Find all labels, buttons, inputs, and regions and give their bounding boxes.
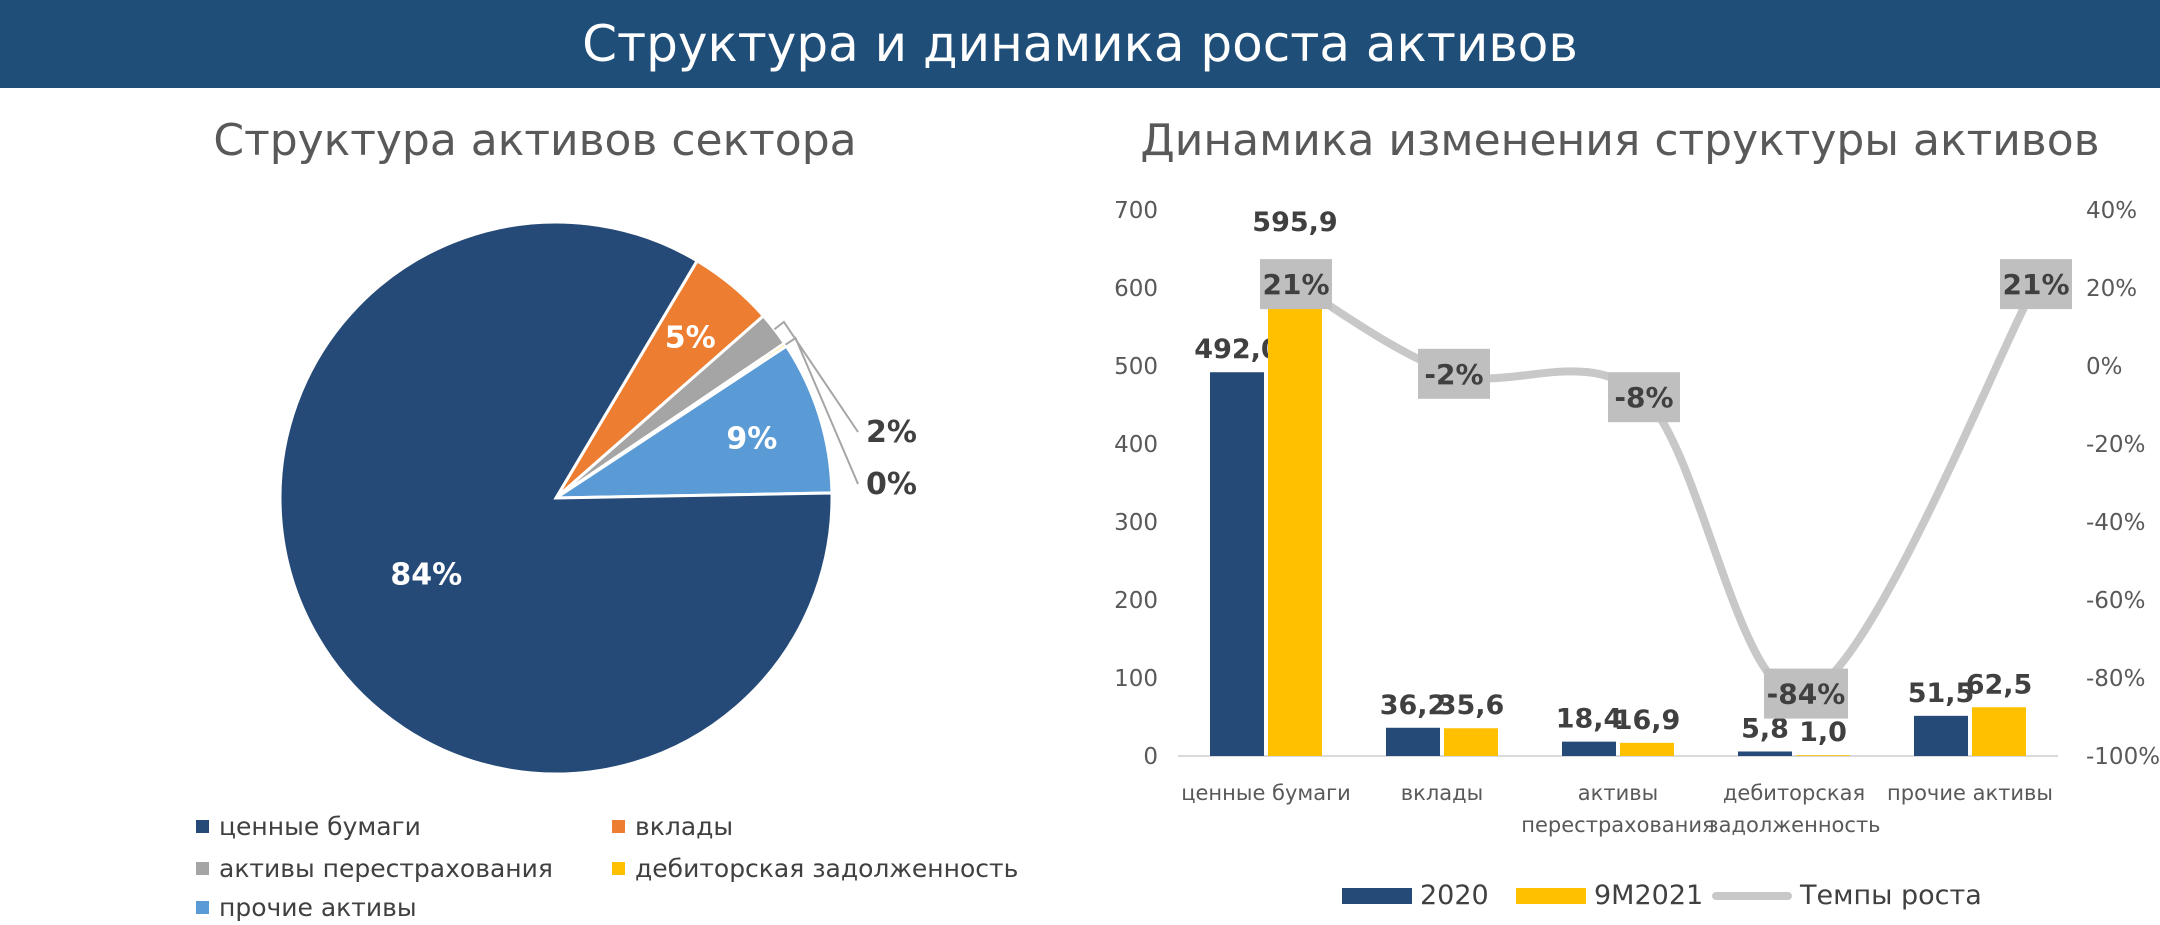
growth-data-label: -84% — [1767, 678, 1846, 711]
legend-label: активы перестрахования — [219, 854, 553, 883]
bar-data-label: 35,6 — [1438, 690, 1505, 721]
growth-label-box — [1418, 348, 1490, 399]
y-tick-label: 0 — [1143, 744, 1158, 770]
y2-tick-label: 20% — [2086, 276, 2137, 302]
growth-data-label: -8% — [1614, 381, 1673, 414]
bar — [1268, 291, 1322, 756]
legend-swatch — [196, 901, 209, 914]
bar — [1386, 727, 1440, 756]
bar-data-label: 5,8 — [1741, 713, 1789, 744]
page-title-banner: Структура и динамика роста активов — [0, 0, 2160, 88]
growth-rate-line — [1292, 280, 2040, 699]
y2-tick-label: -40% — [2086, 510, 2145, 536]
legend-label: вклады — [635, 812, 734, 841]
x-tick-label: прочие активы — [1887, 781, 2053, 805]
bar — [1620, 742, 1674, 756]
y-tick-label: 600 — [1114, 276, 1158, 302]
x-tick-label: перестрахования — [1521, 813, 1714, 837]
bar-chart: 0 100 200 300 400 500 600 700 -100% -80% -60% -40% -… — [1114, 198, 2160, 837]
growth-data-label: 21% — [1262, 268, 1329, 301]
bar-data-label: 62,5 — [1966, 669, 2033, 700]
y-tick-label: 400 — [1114, 432, 1158, 458]
bar-data-label: 16,9 — [1614, 705, 1681, 736]
legend-swatch — [196, 862, 209, 875]
legend-item-deposits: вклады — [612, 812, 733, 841]
x-tick-label: вклады — [1401, 781, 1483, 805]
y-tick-label: 100 — [1114, 666, 1158, 692]
bar-data-label: 36,2 — [1380, 690, 1447, 721]
bar — [1738, 751, 1792, 756]
growth-data-label: -2% — [1424, 358, 1483, 391]
growth-data-label: 21% — [2002, 268, 2069, 301]
legend-item-2020: 2020 — [1342, 880, 1489, 911]
y-tick-label: 700 — [1114, 198, 1158, 224]
x-tick-label: дебиторская — [1723, 781, 1865, 805]
y2-tick-label: -100% — [2086, 744, 2160, 770]
legend-item-reinsurance: активы перестрахования — [196, 854, 553, 883]
legend-item-other: прочие активы — [196, 893, 417, 922]
x-tick-label: ценные бумаги — [1181, 781, 1351, 805]
legend-item-receivables: дебиторская задолженность — [612, 854, 1018, 883]
growth-label-box — [1764, 668, 1848, 719]
bar-data-label: 492,0 — [1194, 334, 1279, 365]
legend-swatch — [1516, 887, 1586, 904]
y2-tick-label: 0% — [2086, 354, 2123, 380]
x-tick-label: активы — [1578, 781, 1658, 805]
legend-label: ценные бумаги — [219, 812, 421, 841]
legend-line-swatch — [1712, 891, 1792, 900]
bar-data-label: 51,5 — [1908, 678, 1975, 709]
legend-swatch — [196, 820, 209, 833]
pie-leader-line — [784, 336, 859, 485]
y-tick-label: 300 — [1114, 510, 1158, 536]
legend-label: Темпы роста — [1800, 880, 1982, 911]
growth-label-box — [2000, 259, 2072, 310]
pie-data-label: 9% — [726, 421, 777, 456]
bar — [1914, 715, 1968, 756]
bar-data-label: 595,9 — [1252, 207, 1337, 238]
legend-item-securities: ценные бумаги — [196, 812, 421, 841]
pie-data-label: 84% — [390, 557, 462, 592]
legend-swatch — [1342, 887, 1412, 904]
y-tick-label: 200 — [1114, 588, 1158, 614]
pie-leader-line — [773, 320, 859, 433]
pie-chart-title: Структура активов сектора — [213, 115, 857, 166]
legend-label: 2020 — [1420, 880, 1489, 911]
bar — [1562, 741, 1616, 756]
pie-slice — [278, 220, 834, 776]
bar — [1210, 372, 1264, 756]
page-title: Структура и динамика роста активов — [582, 15, 1578, 73]
pie-data-label: 0% — [866, 467, 917, 502]
bar — [1796, 755, 1850, 756]
pie-data-label: 2% — [866, 415, 917, 450]
legend-label: дебиторская задолженность — [635, 854, 1019, 883]
pie-data-label: 5% — [665, 321, 716, 356]
bar-data-label: 1,0 — [1799, 717, 1847, 748]
bar — [1444, 728, 1498, 756]
y-tick-label: 500 — [1114, 354, 1158, 380]
legend-item-9m2021: 9M2021 — [1516, 880, 1703, 911]
bar — [1972, 707, 2026, 756]
legend-item-growth: Темпы роста — [1712, 880, 1982, 911]
y2-tick-label: -80% — [2086, 666, 2145, 692]
legend-swatch — [612, 862, 625, 875]
legend-swatch — [612, 820, 625, 833]
y2-tick-label: -60% — [2086, 588, 2145, 614]
y2-tick-label: -20% — [2086, 432, 2145, 458]
y2-tick-label: 40% — [2086, 198, 2137, 224]
legend-label: 9M2021 — [1594, 880, 1704, 911]
x-tick-label: задолженность — [1707, 813, 1880, 837]
bar-data-label: 18,4 — [1556, 704, 1623, 735]
pie-chart: 84% 5% 9% 2% 0% — [278, 220, 917, 776]
growth-label-box — [1608, 372, 1680, 423]
bar-chart-title: Динамика изменения структуры активов — [1140, 115, 2100, 166]
growth-label-box — [1260, 259, 1332, 310]
legend-label: прочие активы — [219, 893, 417, 922]
pie-slice — [550, 344, 834, 500]
